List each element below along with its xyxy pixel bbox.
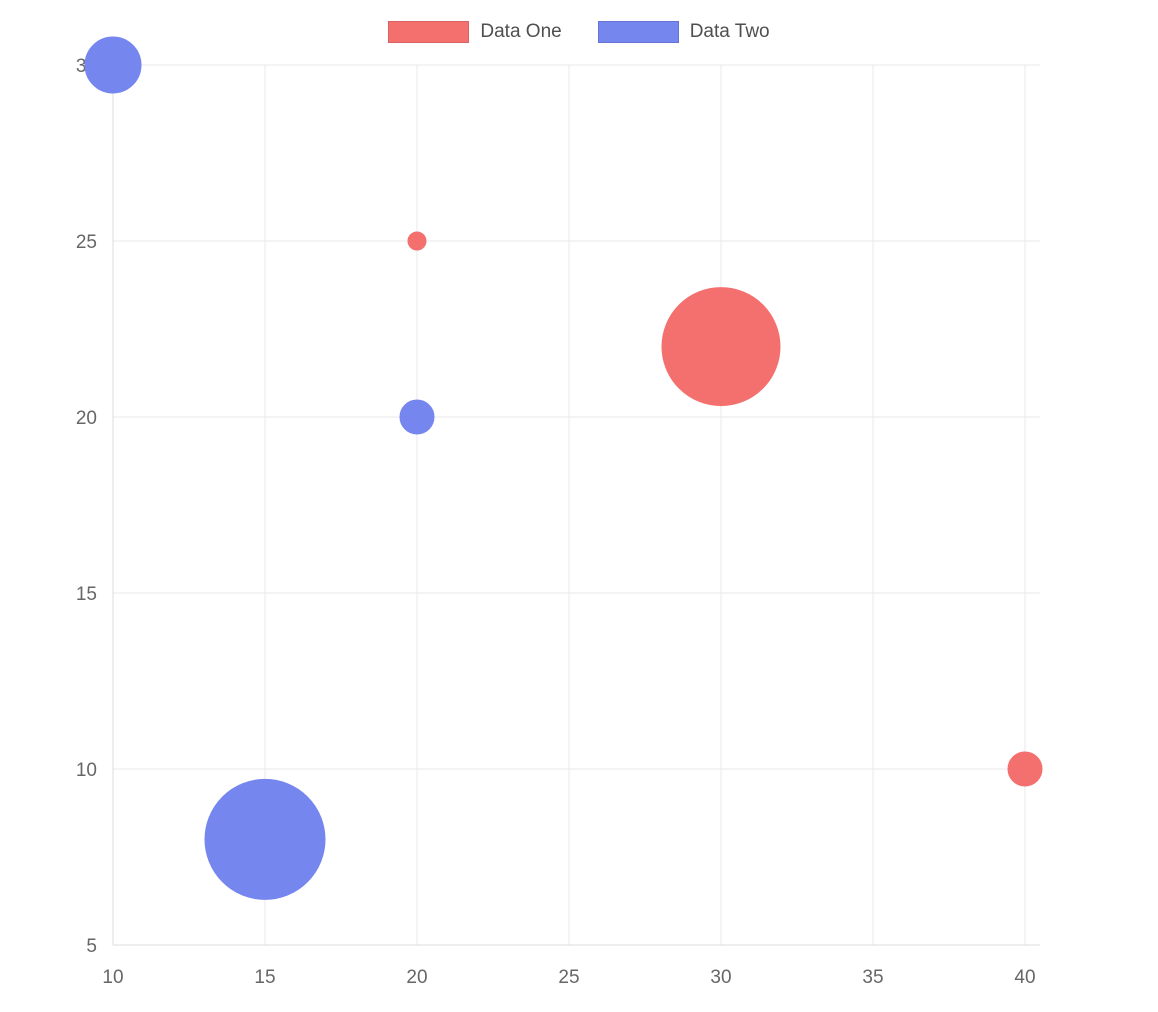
x-tick-label: 40 <box>1014 967 1035 988</box>
bubble-point-data-two[interactable] <box>204 778 326 900</box>
x-tick-label: 25 <box>558 967 579 988</box>
legend-swatch-data-two <box>597 21 679 43</box>
bubble-point-data-one[interactable] <box>407 231 427 251</box>
y-tick-label: 25 <box>76 232 97 253</box>
y-tick-label: 20 <box>76 408 97 429</box>
bubble-point-data-two[interactable] <box>399 399 435 435</box>
x-tick-label: 20 <box>406 967 427 988</box>
legend-label-data-one: Data One <box>480 21 562 42</box>
y-tick-label: 5 <box>86 936 97 957</box>
x-tick-label: 10 <box>102 967 123 988</box>
bubble-point-data-two[interactable] <box>84 36 142 94</box>
legend-swatch-data-one <box>388 21 470 43</box>
y-tick-label: 10 <box>76 760 97 781</box>
x-tick-label: 30 <box>710 967 731 988</box>
x-tick-label: 15 <box>254 967 275 988</box>
y-tick-label: 15 <box>76 584 97 605</box>
legend-label-data-two: Data Two <box>689 21 770 42</box>
x-tick-label: 35 <box>862 967 883 988</box>
legend-item-data-two[interactable]: Data Two <box>597 21 770 43</box>
chart-legend: Data One Data Two <box>0 21 1158 43</box>
bubble-point-data-one[interactable] <box>661 287 781 407</box>
legend-item-data-one[interactable]: Data One <box>388 21 562 43</box>
bubble-point-data-one[interactable] <box>1007 751 1043 787</box>
